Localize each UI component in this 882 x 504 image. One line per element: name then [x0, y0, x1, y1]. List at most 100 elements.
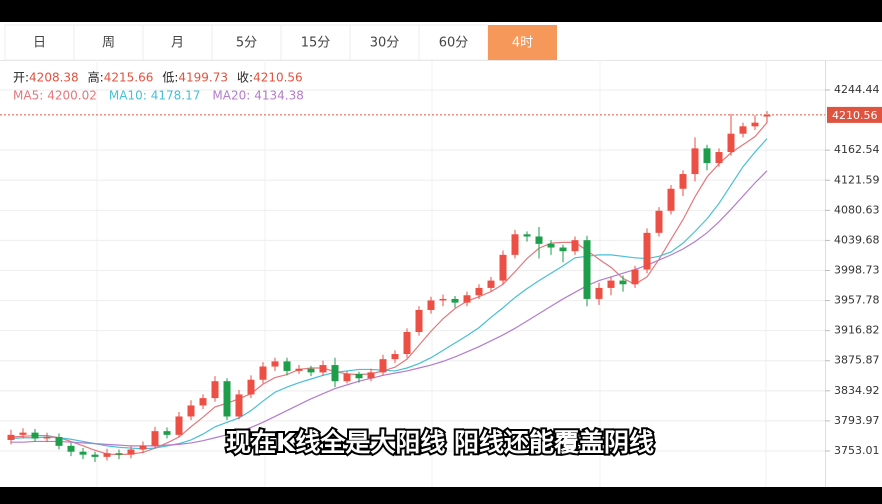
legend-label: MA10: [109, 89, 147, 103]
tab-bar: 日 周 月 5分 15分 30分 60分 4时 [4, 24, 557, 61]
candle-body [19, 432, 27, 435]
candle-body [115, 453, 123, 455]
tab-label[interactable]: 15分 [301, 36, 331, 51]
tab-label[interactable]: 日 [33, 36, 46, 51]
ohlc-value: 4208.38 [29, 71, 79, 85]
panel [0, 22, 882, 487]
ohlc-value: 4199.73 [178, 71, 228, 85]
tab[interactable] [280, 24, 351, 61]
ohlc-value: 4210.56 [253, 71, 303, 85]
candle-body [127, 449, 135, 455]
tab[interactable] [211, 24, 282, 61]
candle-body [619, 280, 627, 285]
candle-body [415, 309, 423, 332]
legend-label: MA20: [212, 89, 250, 103]
candle-body [211, 381, 219, 399]
ma-line [10, 138, 768, 450]
candle-body [655, 210, 663, 233]
tab[interactable] [142, 24, 213, 61]
tab[interactable] [349, 24, 420, 61]
candle-body [295, 368, 303, 371]
candle-body [379, 359, 387, 373]
candle-body [331, 365, 339, 382]
ma-line [11, 170, 768, 447]
candle-body [175, 416, 183, 435]
candle-body [235, 394, 243, 417]
legend-value: 4134.38 [254, 89, 304, 103]
candle-body [319, 365, 327, 373]
y-tick-label: 4080.63 [834, 203, 880, 216]
candle-body [43, 437, 51, 439]
candle-body [343, 373, 351, 382]
candle-body [151, 431, 159, 446]
legend-value: 4178.17 [151, 89, 201, 103]
candle-body [763, 114, 771, 117]
candle-body [463, 295, 471, 303]
candle-body [523, 234, 531, 237]
ohlc-label: 收: [237, 71, 253, 85]
tab-label[interactable]: 周 [102, 36, 115, 51]
candle-body [499, 254, 507, 281]
candle-body [535, 236, 543, 244]
tab-label[interactable]: 月 [171, 36, 184, 51]
tab-label[interactable]: 4时 [512, 36, 533, 51]
y-tick-label: 3875.87 [834, 354, 880, 367]
ohlc-value: 4215.66 [104, 71, 154, 85]
candle-body [751, 122, 759, 127]
candle-body [595, 287, 603, 299]
candle-body [727, 133, 735, 153]
candle-body [91, 454, 99, 457]
candle-body [103, 453, 111, 457]
plot: 4210.56 [0, 106, 882, 463]
candle-body [475, 287, 483, 296]
candle-body [163, 431, 171, 435]
candle-body [355, 373, 363, 379]
y-tick-label: 4039.68 [834, 233, 880, 246]
y-tick-label: 4121.59 [834, 173, 880, 186]
candle-body [667, 188, 675, 211]
candle-body [391, 354, 399, 360]
candle-body [139, 445, 147, 450]
y-tick-label: 3957.78 [834, 294, 880, 307]
candle-body [487, 280, 495, 288]
candle-body [547, 243, 555, 248]
candle-body [439, 298, 447, 301]
candle-body [739, 126, 747, 134]
candle-body [583, 240, 591, 299]
candle-body [223, 381, 231, 417]
candle-body [643, 232, 651, 270]
candle-body [67, 445, 75, 452]
tab[interactable] [73, 24, 144, 61]
candle-body [187, 405, 195, 417]
y-tick-label: 4162.54 [834, 143, 880, 156]
candle-body [283, 361, 291, 371]
legend-label: MA5: [13, 89, 43, 103]
tab-label[interactable]: 30分 [370, 36, 400, 51]
ma-line [10, 122, 768, 456]
candle-body [199, 398, 207, 406]
subtitle: 现在K线全是大阳线 阳线还能覆盖阴线 [226, 428, 654, 457]
candle-body [403, 331, 411, 355]
candle-body [691, 148, 699, 175]
y-tick-label: 3998.73 [834, 263, 880, 276]
candle-body [679, 174, 687, 189]
last-price-label: 4210.56 [832, 109, 878, 122]
y-tick-label: 3753.01 [834, 444, 880, 457]
y-tick-label: 3916.82 [834, 324, 880, 337]
last-price-box [827, 106, 882, 123]
candle-body [703, 148, 711, 164]
header: 开: 4208.38 高: 4215.66 低: 4199.73 收: 4210.56 MA5:… [13, 70, 304, 103]
ohlc-label: 高: [88, 70, 104, 85]
ohlc-label: 低: [162, 71, 178, 85]
candle-body [715, 152, 723, 164]
candle-body [55, 437, 63, 446]
y-tick-label: 4244.44 [834, 83, 880, 96]
tab-label[interactable]: 5分 [236, 36, 257, 51]
tab-label[interactable]: 60分 [439, 36, 469, 51]
candle-body [7, 434, 15, 440]
candle-body [559, 247, 567, 252]
candle-body [31, 432, 39, 439]
tab[interactable] [488, 25, 557, 60]
